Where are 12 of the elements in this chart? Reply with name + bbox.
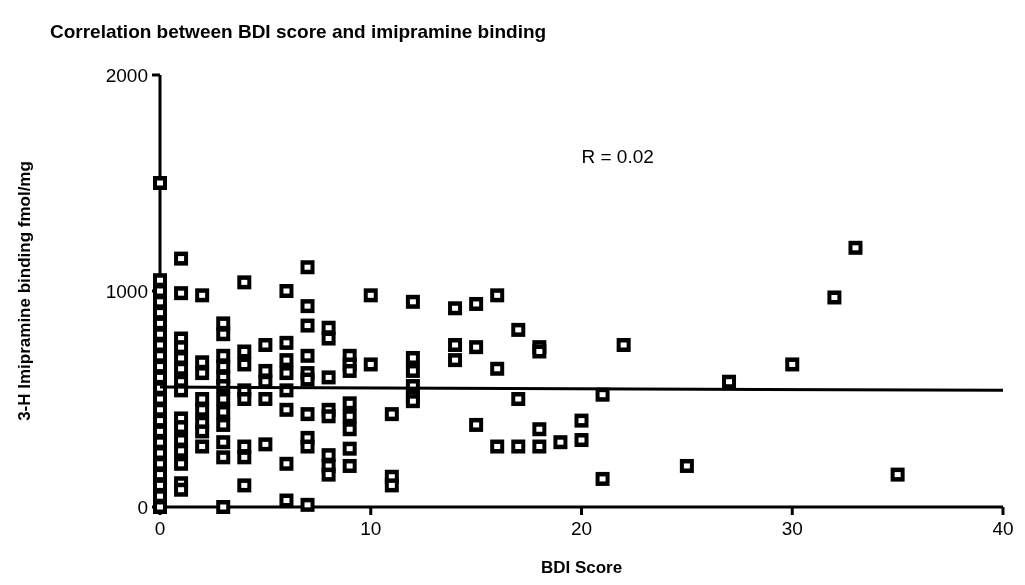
- x-tick-label: 40: [992, 518, 1014, 539]
- y-tick-label: 0: [137, 497, 148, 518]
- x-axis-title: BDI Score: [540, 558, 623, 577]
- chart-title: Correlation between BDI score and imipramine binding: [50, 21, 547, 42]
- annotation: R = 0.02: [581, 146, 654, 167]
- x-tick-label: 30: [781, 518, 803, 539]
- y-tick-label: 1000: [105, 281, 148, 302]
- x-tick-label: 0: [154, 518, 166, 539]
- x-tick-label: 20: [570, 518, 593, 539]
- y-axis-title: 3-H Imipramine binding fmol/mg: [15, 161, 34, 421]
- x-tick-label: 10: [360, 518, 382, 539]
- y-tick-label: 2000: [105, 65, 148, 86]
